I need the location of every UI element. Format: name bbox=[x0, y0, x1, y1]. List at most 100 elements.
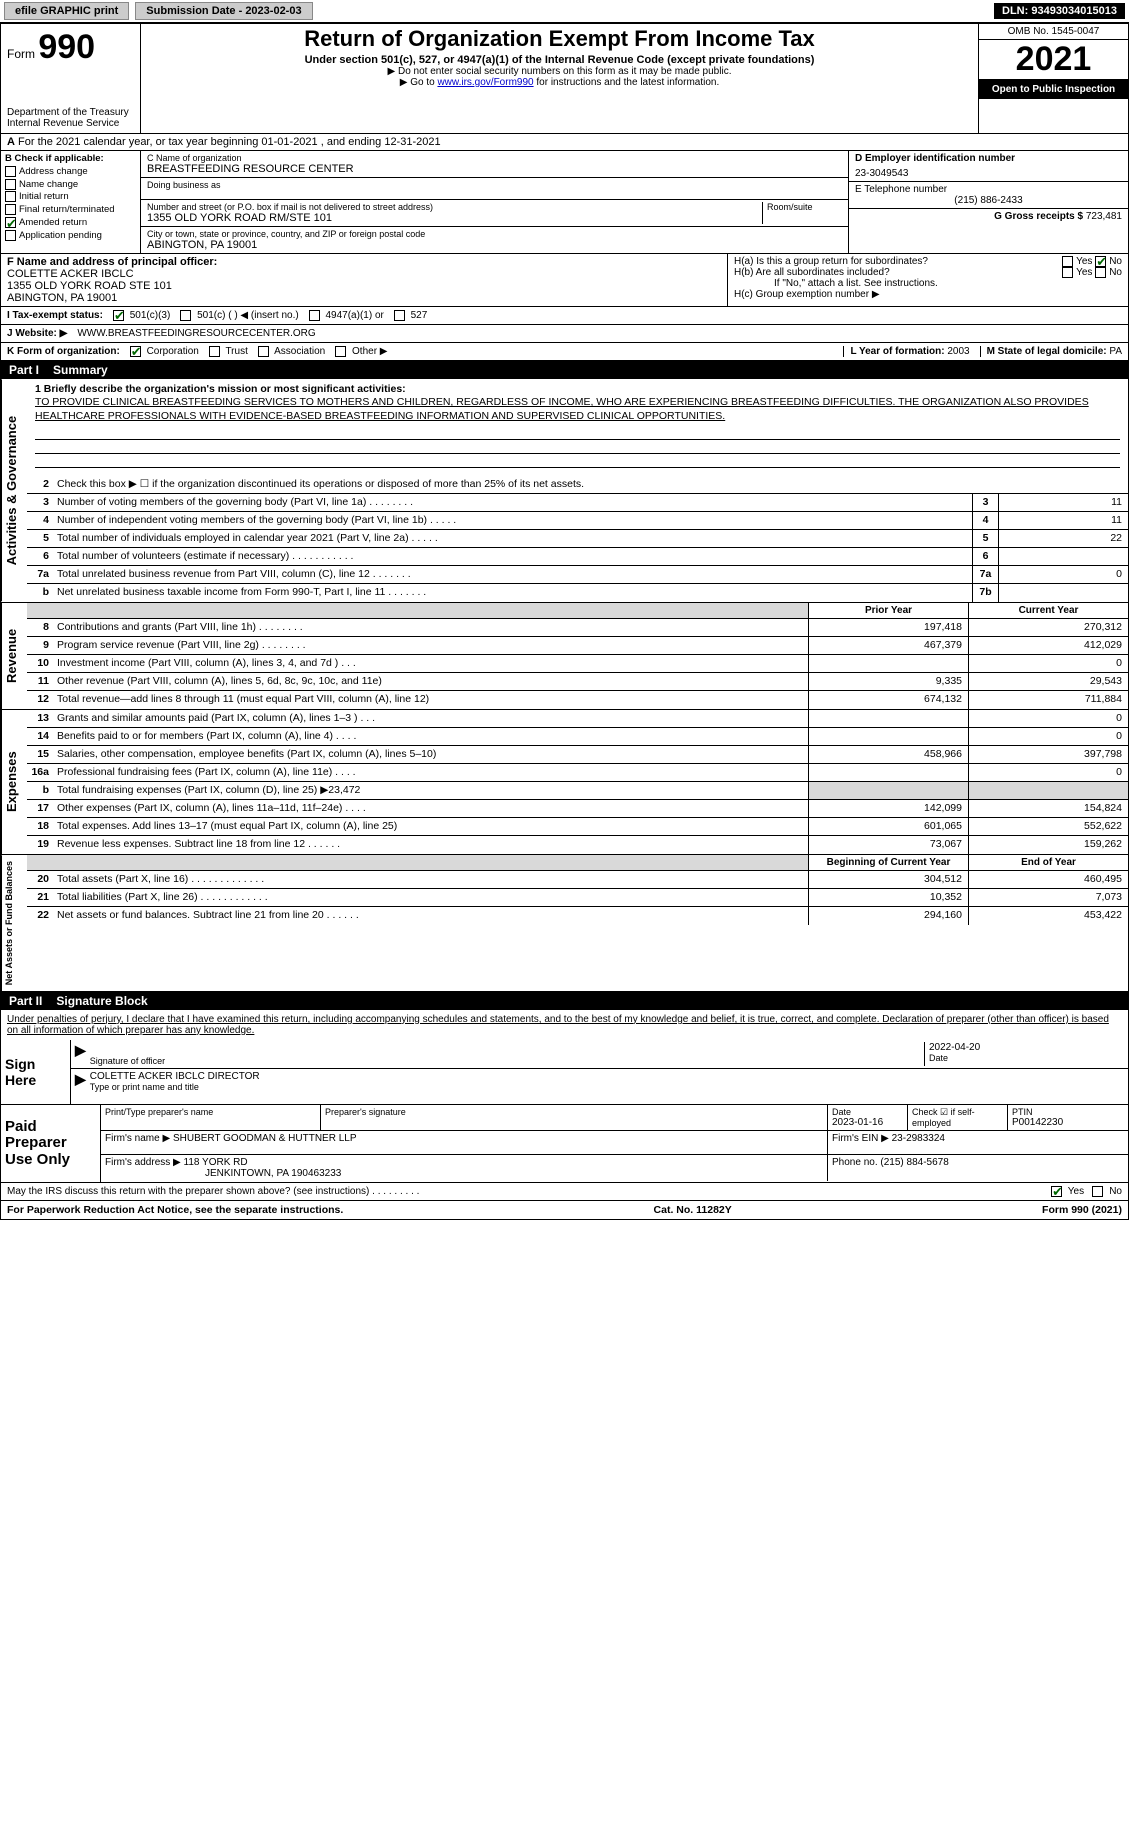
prep-sig-label: Preparer's signature bbox=[325, 1107, 823, 1117]
summary-line: 4Number of independent voting members of… bbox=[27, 512, 1128, 530]
col-blank bbox=[27, 603, 808, 618]
firm-addr2: JENKINTOWN, PA 190463233 bbox=[105, 1168, 823, 1179]
summary-line: 11Other revenue (Part VIII, column (A), … bbox=[27, 673, 1128, 691]
summary-line: 10Investment income (Part VIII, column (… bbox=[27, 655, 1128, 673]
discuss-no[interactable] bbox=[1092, 1186, 1103, 1197]
h-b-note: If "No," attach a list. See instructions… bbox=[734, 278, 1122, 289]
chk-other[interactable] bbox=[335, 346, 346, 357]
h-a-no[interactable] bbox=[1095, 256, 1106, 267]
website-value: WWW.BREASTFEEDINGRESOURCECENTER.ORG bbox=[77, 328, 315, 339]
year-formation: 2003 bbox=[947, 346, 969, 357]
phone-label: E Telephone number bbox=[855, 184, 1122, 195]
h-b-yes[interactable] bbox=[1062, 267, 1073, 278]
form-number: 990 bbox=[38, 28, 95, 66]
chk-initial-return[interactable]: Initial return bbox=[5, 191, 136, 204]
summary-line: 22Net assets or fund balances. Subtract … bbox=[27, 907, 1128, 925]
summary-line: 12Total revenue—add lines 8 through 11 (… bbox=[27, 691, 1128, 709]
prep-name-label: Print/Type preparer's name bbox=[105, 1107, 316, 1117]
city-label: City or town, state or province, country… bbox=[147, 229, 842, 239]
form-footer: Form 990 (2021) bbox=[1042, 1204, 1122, 1216]
summary-line: bNet unrelated business taxable income f… bbox=[27, 584, 1128, 602]
irs-link[interactable]: www.irs.gov/Form990 bbox=[437, 77, 533, 88]
form-org-label: K Form of organization: bbox=[7, 346, 120, 357]
self-employed-label: Check ☑ if self-employed bbox=[912, 1107, 975, 1128]
discuss-yes[interactable] bbox=[1051, 1186, 1062, 1197]
form-title: Return of Organization Exempt From Incom… bbox=[149, 26, 970, 52]
firm-addr1: 118 YORK RD bbox=[184, 1157, 248, 1168]
col-current: Current Year bbox=[968, 603, 1128, 618]
dept-treasury: Department of the Treasury bbox=[7, 107, 134, 118]
dln: DLN: 93493034015013 bbox=[994, 3, 1125, 19]
mission-text: TO PROVIDE CLINICAL BREASTFEEDING SERVIC… bbox=[35, 395, 1120, 423]
chk-name-change[interactable]: Name change bbox=[5, 179, 136, 192]
chk-address-change[interactable]: Address change bbox=[5, 166, 136, 179]
part1-label: Part I bbox=[9, 363, 39, 377]
efile-label: efile GRAPHIC print bbox=[4, 2, 129, 20]
paid-preparer-label: Paid Preparer Use Only bbox=[1, 1105, 101, 1183]
officer-addr1: 1355 OLD YORK ROAD STE 101 bbox=[7, 280, 721, 292]
irs-label: Internal Revenue Service bbox=[7, 118, 134, 129]
ssn-note: ▶ Do not enter social security numbers o… bbox=[149, 66, 970, 77]
year-formation-label: L Year of formation: bbox=[850, 346, 944, 357]
chk-final-return[interactable]: Final return/terminated bbox=[5, 204, 136, 217]
sig-date-label: Date bbox=[929, 1053, 1124, 1063]
line-a: A For the 2021 calendar year, or tax yea… bbox=[1, 134, 1128, 151]
summary-line: 21Total liabilities (Part X, line 26) . … bbox=[27, 889, 1128, 907]
ptin-label: PTIN bbox=[1012, 1107, 1124, 1117]
chk-4947[interactable] bbox=[309, 310, 320, 321]
gross-receipts-value: 723,481 bbox=[1086, 211, 1122, 222]
col-end: End of Year bbox=[968, 855, 1128, 870]
goto-suffix: for instructions and the latest informat… bbox=[536, 77, 719, 88]
summary-line: 14Benefits paid to or for members (Part … bbox=[27, 728, 1128, 746]
summary-line: 19Revenue less expenses. Subtract line 1… bbox=[27, 836, 1128, 854]
summary-line: 8Contributions and grants (Part VIII, li… bbox=[27, 619, 1128, 637]
h-a-yes[interactable] bbox=[1062, 256, 1073, 267]
chk-501c[interactable] bbox=[180, 310, 191, 321]
gross-receipts-label: G Gross receipts $ bbox=[994, 211, 1083, 222]
chk-application-pending[interactable]: Application pending bbox=[5, 230, 136, 243]
firm-name: SHUBERT GOODMAN & HUTTNER LLP bbox=[173, 1133, 357, 1144]
tax-year-text: For the 2021 calendar year, or tax year … bbox=[18, 136, 441, 148]
chk-527[interactable] bbox=[394, 310, 405, 321]
room-label: Room/suite bbox=[767, 202, 842, 212]
firm-ein-label: Firm's EIN ▶ bbox=[832, 1133, 889, 1144]
ein-value: 23-3049543 bbox=[855, 164, 1122, 179]
blank-line bbox=[35, 454, 1120, 468]
prep-date-label: Date bbox=[832, 1107, 903, 1117]
org-name-label: C Name of organization bbox=[147, 153, 842, 163]
penalty-text: Under penalties of perjury, I declare th… bbox=[1, 1010, 1128, 1040]
paperwork-notice: For Paperwork Reduction Act Notice, see … bbox=[7, 1204, 343, 1216]
summary-line: 17Other expenses (Part IX, column (A), l… bbox=[27, 800, 1128, 818]
city-state-zip: ABINGTON, PA 19001 bbox=[147, 239, 842, 251]
summary-line: 7aTotal unrelated business revenue from … bbox=[27, 566, 1128, 584]
ein-label: D Employer identification number bbox=[855, 153, 1122, 164]
form-prefix: Form bbox=[7, 47, 35, 61]
chk-corp[interactable] bbox=[130, 346, 141, 357]
firm-ein: 23-2983324 bbox=[892, 1133, 945, 1144]
summary-line: 5Total number of individuals employed in… bbox=[27, 530, 1128, 548]
chk-assoc[interactable] bbox=[258, 346, 269, 357]
sign-here-label: Sign Here bbox=[1, 1040, 71, 1104]
h-b-label: H(b) Are all subordinates included? bbox=[734, 267, 890, 278]
col-begin: Beginning of Current Year bbox=[808, 855, 968, 870]
vtab-net-assets: Net Assets or Fund Balances bbox=[1, 855, 27, 991]
summary-line: 15Salaries, other compensation, employee… bbox=[27, 746, 1128, 764]
vtab-governance: Activities & Governance bbox=[1, 379, 27, 601]
submission-date: Submission Date - 2023-02-03 bbox=[135, 2, 312, 20]
omb-number: OMB No. 1545-0047 bbox=[979, 24, 1128, 40]
firm-addr-label: Firm's address ▶ bbox=[105, 1157, 181, 1168]
officer-label: F Name and address of principal officer: bbox=[7, 256, 721, 268]
chk-amended-return[interactable]: Amended return bbox=[5, 217, 136, 230]
chk-trust[interactable] bbox=[209, 346, 220, 357]
chk-501c3[interactable] bbox=[113, 310, 124, 321]
col-blank bbox=[27, 855, 808, 870]
arrow-icon: ▶ bbox=[75, 1071, 90, 1092]
officer-addr2: ABINGTON, PA 19001 bbox=[7, 292, 721, 304]
print-name-label: Type or print name and title bbox=[90, 1082, 1124, 1092]
h-b-no[interactable] bbox=[1095, 267, 1106, 278]
part2-label: Part II bbox=[9, 994, 42, 1008]
summary-line: 18Total expenses. Add lines 13–17 (must … bbox=[27, 818, 1128, 836]
cat-no: Cat. No. 11282Y bbox=[654, 1204, 732, 1216]
h-c-label: H(c) Group exemption number ▶ bbox=[734, 289, 1122, 300]
sig-officer-label: Signature of officer bbox=[90, 1056, 924, 1066]
